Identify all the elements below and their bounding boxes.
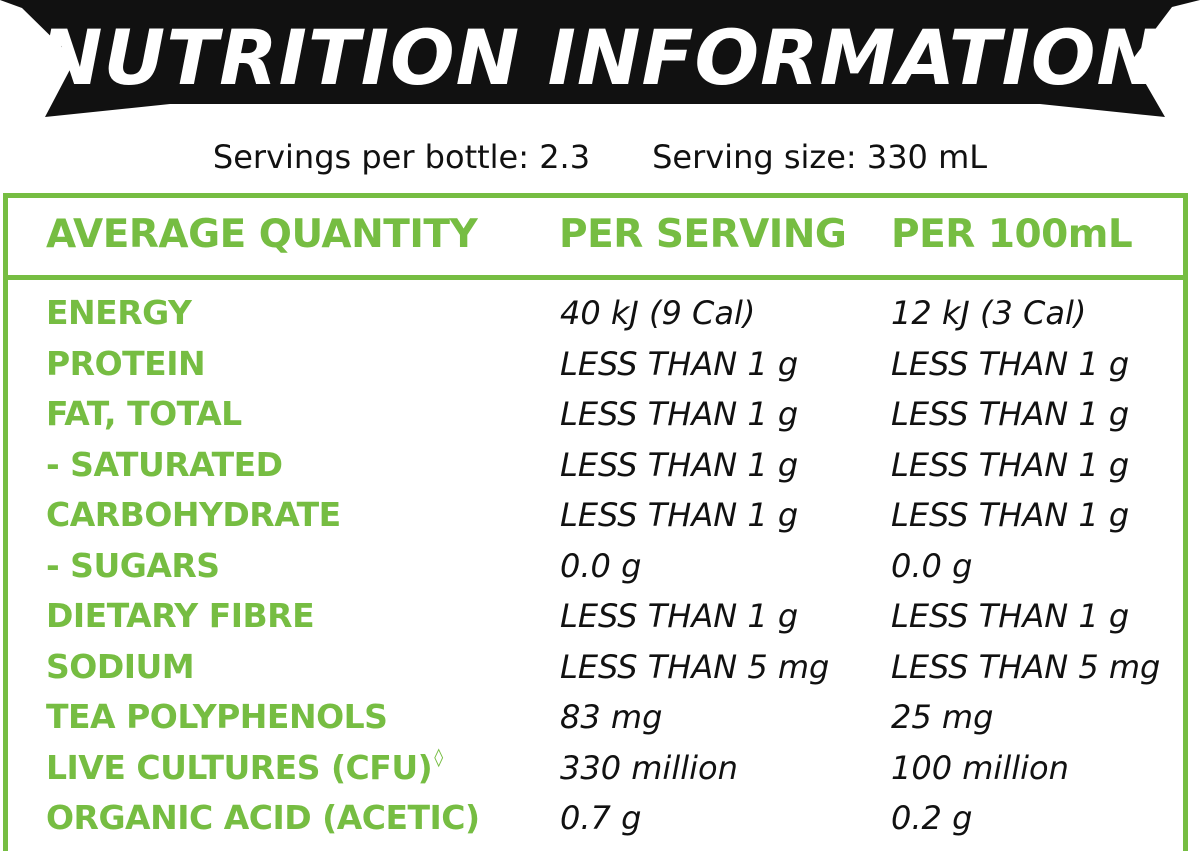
nutrient-name: TEA POLYPHENOLS <box>46 697 388 736</box>
ribbon-shape <box>0 0 1200 117</box>
per-serving-value: LESS THAN 5 mg <box>560 647 830 686</box>
per-serving-value: 0.0 g <box>560 546 642 585</box>
per-serving-value: LESS THAN 1 g <box>560 597 799 635</box>
nutrition-rows: ENERGY 40 kJ (9 Cal) 12 kJ (3 Cal) PROTE… <box>0 288 1200 844</box>
table-row: SODIUM LESS THAN 5 mg LESS THAN 5 mg <box>0 642 1200 693</box>
header-per-100ml: PER 100mL <box>891 212 1133 257</box>
table-row: ORGANIC ACID (ACETIC) 0.7 g 0.2 g <box>0 793 1200 844</box>
header-per-serving: PER SERVING <box>559 212 847 257</box>
per-serving-value: 83 mg <box>560 698 663 736</box>
table-row: ENERGY 40 kJ (9 Cal) 12 kJ (3 Cal) <box>0 288 1200 339</box>
page-title: NUTRITION INFORMATION <box>38 13 1162 102</box>
per-serving-value: 40 kJ (9 Cal) <box>560 294 756 332</box>
table-row: FAT, TOTAL LESS THAN 1 g LESS THAN 1 g <box>0 389 1200 440</box>
per-100ml-value: LESS THAN 5 mg <box>891 647 1161 686</box>
nutrient-name: ENERGY <box>46 293 192 332</box>
per-100ml-value: 0.0 g <box>891 546 973 585</box>
per-serving-value: LESS THAN 1 g <box>560 496 799 534</box>
per-100ml-value: LESS THAN 1 g <box>891 344 1130 383</box>
per-100ml-value: 25 mg <box>891 698 994 736</box>
nutrient-name: LIVE CULTURES (CFU) ◊ <box>46 743 443 793</box>
per-100ml-value: LESS THAN 1 g <box>891 445 1130 484</box>
header-average-quantity: AVERAGE QUANTITY <box>46 212 478 257</box>
per-serving-value: 330 million <box>560 748 738 787</box>
table-row: - SATURATED LESS THAN 1 g LESS THAN 1 g <box>0 440 1200 491</box>
table-row: - SUGARS 0.0 g 0.0 g <box>0 541 1200 592</box>
servings-per-bottle: Servings per bottle: 2.3 <box>212 138 591 176</box>
per-serving-value: LESS THAN 1 g <box>560 395 799 433</box>
nutrient-name: - SUGARS <box>46 545 220 585</box>
nutrient-name: PROTEIN <box>46 343 206 383</box>
nutrient-name-text: LIVE CULTURES (CFU) <box>46 747 433 787</box>
table-header: AVERAGE QUANTITY PER SERVING PER 100mL <box>3 193 1188 280</box>
per-100ml-value: LESS THAN 1 g <box>891 496 1130 534</box>
table-row: DIETARY FIBRE LESS THAN 1 g LESS THAN 1 … <box>0 591 1200 642</box>
per-serving-value: LESS THAN 1 g <box>560 445 799 484</box>
table-row: CARBOHYDRATE LESS THAN 1 g LESS THAN 1 g <box>0 490 1200 541</box>
nutrient-name: CARBOHYDRATE <box>46 495 341 534</box>
per-100ml-value: 12 kJ (3 Cal) <box>891 294 1087 332</box>
nutrient-name: FAT, TOTAL <box>46 394 242 433</box>
nutrient-name: SODIUM <box>46 646 195 686</box>
per-100ml-value: LESS THAN 1 g <box>891 395 1130 433</box>
table-row: PROTEIN LESS THAN 1 g LESS THAN 1 g <box>0 339 1200 390</box>
table-row: TEA POLYPHENOLS 83 mg 25 mg <box>0 692 1200 743</box>
table-row: LIVE CULTURES (CFU) ◊ 330 million 100 mil… <box>0 743 1200 794</box>
nutrient-name: ORGANIC ACID (ACETIC) <box>46 798 480 837</box>
servings-info: Servings per bottle: 2.3 Serving size: 33… <box>0 132 1200 182</box>
title-banner: NUTRITION INFORMATION <box>0 0 1200 122</box>
footnote-mark: ◊ <box>434 746 443 768</box>
nutrient-name: - SATURATED <box>46 444 283 484</box>
per-100ml-value: 0.2 g <box>891 799 973 837</box>
nutrient-name: DIETARY FIBRE <box>46 596 315 635</box>
per-serving-value: LESS THAN 1 g <box>560 344 799 383</box>
per-serving-value: 0.7 g <box>560 799 642 837</box>
per-100ml-value: 100 million <box>891 748 1069 787</box>
per-100ml-value: LESS THAN 1 g <box>891 597 1130 635</box>
serving-size: Serving size: 330 mL <box>652 138 988 176</box>
nutrition-table-border <box>3 193 1188 851</box>
